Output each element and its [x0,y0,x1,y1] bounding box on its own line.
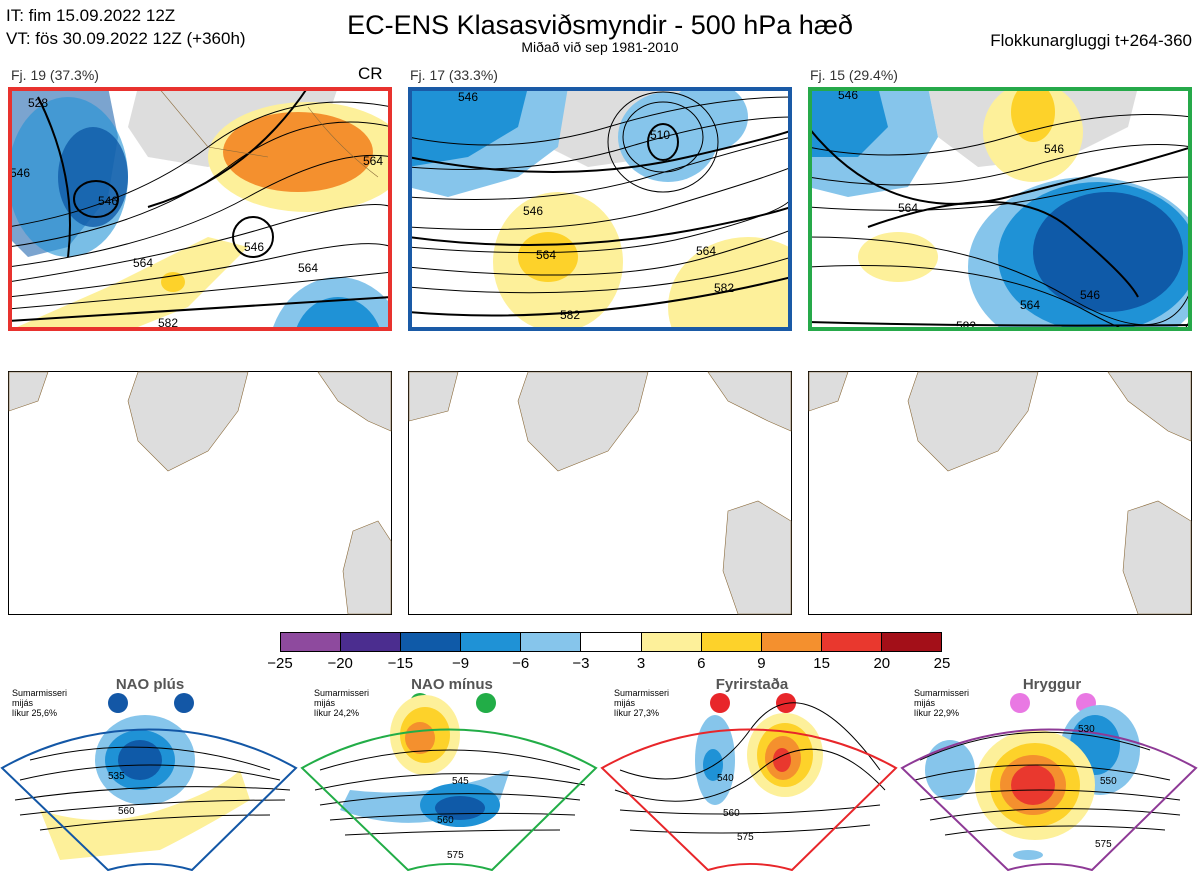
cluster-1-label: Fj. 19 (37.3%) [11,67,99,83]
cluster-1-contour-label: 528 [28,96,48,110]
cluster-1-contour-label: 546 [244,240,264,254]
cluster-3-map: 546 564 546 564 546 582 [808,87,1192,331]
cluster-1-map: 528 546 564 582 546 564 564 546 [8,87,392,331]
cluster-3-contour-label: 564 [1020,298,1040,312]
cluster-1-contour-label: 546 [10,166,30,180]
cluster-2-map: 546 510 546 564 582 582 564 [408,87,792,331]
page-title: EC-ENS Klasasviðsmyndir - 500 hPa hæð [347,10,853,40]
cluster-3-contour-label: 546 [1044,142,1064,156]
cluster-2-contour-label: 564 [696,244,716,258]
cluster-2-contour-label: 582 [560,308,580,322]
colorbar-tick: 9 [757,655,766,672]
regime-2-contour: 545 [452,776,469,787]
colorbar-tick: 25 [933,655,951,672]
regime-note: Sumarmisseri mijás líkur 22,9% [914,688,970,718]
cluster-2-contour-label: 564 [536,248,556,262]
colorbar-swatch [701,633,762,651]
regime-name: Hryggur [1022,676,1082,693]
valid-time: VT: fös 30.09.2022 12Z (+360h) [6,29,246,48]
cluster-3-contour-label: 564 [898,201,918,215]
cluster-2-label: Fj. 17 (33.3%) [410,67,498,83]
regime-note: Sumarmisseri mijás líkur 25,6% [12,688,68,718]
empty-map-1 [8,371,392,615]
colorbar-swatch [581,633,642,651]
cluster-2-contour-label: 546 [458,90,478,104]
regime-dot [476,693,496,713]
cluster-3-label: Fj. 15 (29.4%) [810,67,898,83]
regime-1-contour: 560 [118,806,135,817]
regime-note: Sumarmisseri mijás líkur 27,3% [614,688,670,718]
colorbar-tick: 15 [813,655,830,672]
colorbar-swatch [281,633,342,651]
cluster-2-contour-label: 582 [714,281,734,295]
colorbar-swatch [401,633,462,651]
initial-time: IT: fim 15.09.2022 12Z [6,6,176,25]
regime-maps: 535 560 545 560 575 540 560 575 530 550 … [0,695,1198,871]
cluster-3-contour-label: 546 [838,88,858,102]
regime-name: NAO plús [115,676,185,693]
regime-note: Sumarmisseri mijás líkur 24,2% [314,688,370,718]
cluster-3-contour-label: 546 [1080,288,1100,302]
colorbar-swatch [341,633,402,651]
regime-3-contour: 540 [717,773,734,784]
colorbar-tick: −25 [267,655,293,672]
regime-dot [108,693,128,713]
cluster-1-contour-label: 582 [158,316,178,330]
empty-map-2 [408,371,792,615]
colorbar-tick: 6 [697,655,706,672]
cluster-1-contour-label: 546 [98,194,118,208]
page-subtitle: Miðað við sep 1981-2010 [521,39,679,55]
regime-3-contour: 560 [723,808,740,819]
regime-2-contour: 575 [447,850,464,861]
cluster-1-contour-label: 564 [363,154,383,168]
regime-4-contour: 550 [1100,776,1117,787]
regime-3-contour: 575 [737,832,754,843]
cluster-1-contour-label: 564 [133,256,153,270]
colorbar-tick: −6 [512,655,530,672]
regime-dot [1010,693,1030,713]
colorbar-tick: −15 [387,655,414,672]
colorbar-tick: −3 [572,655,590,672]
regime-dot [174,693,194,713]
colorbar-swatch [881,633,942,651]
cluster-1-contour-label: 564 [298,261,318,275]
cluster-2-contour-label: 546 [523,204,543,218]
regime-1-contour: 535 [108,771,125,782]
colorbar-swatch [461,633,522,651]
regime-4-contour: 530 [1078,724,1095,735]
cluster-2-contour-label: 510 [650,128,670,142]
empty-map-3 [808,371,1192,615]
regime-name: Fyrirstaða [715,676,789,693]
regime-2-contour: 560 [437,815,454,826]
colorbar-tick: −20 [327,655,353,672]
cluster-window: Flokkunargluggi t+264-360 [990,31,1192,50]
colorbar-swatch [761,633,822,651]
regime-name: NAO mínus [411,676,493,693]
colorbar-tick: 3 [636,655,646,672]
regime-dot [710,693,730,713]
colorbar-swatch [821,633,882,651]
colorbar-tick: 20 [873,655,891,672]
cluster-1-tag: CR [358,64,383,83]
regime-4-contour: 575 [1095,839,1112,850]
colorbar [280,632,942,652]
colorbar-swatch [641,633,702,651]
header-dates: IT: fim 15.09.2022 12Z VT: fös 30.09.202… [6,4,246,50]
colorbar-tick: −9 [451,655,470,672]
colorbar-swatch [521,633,582,651]
